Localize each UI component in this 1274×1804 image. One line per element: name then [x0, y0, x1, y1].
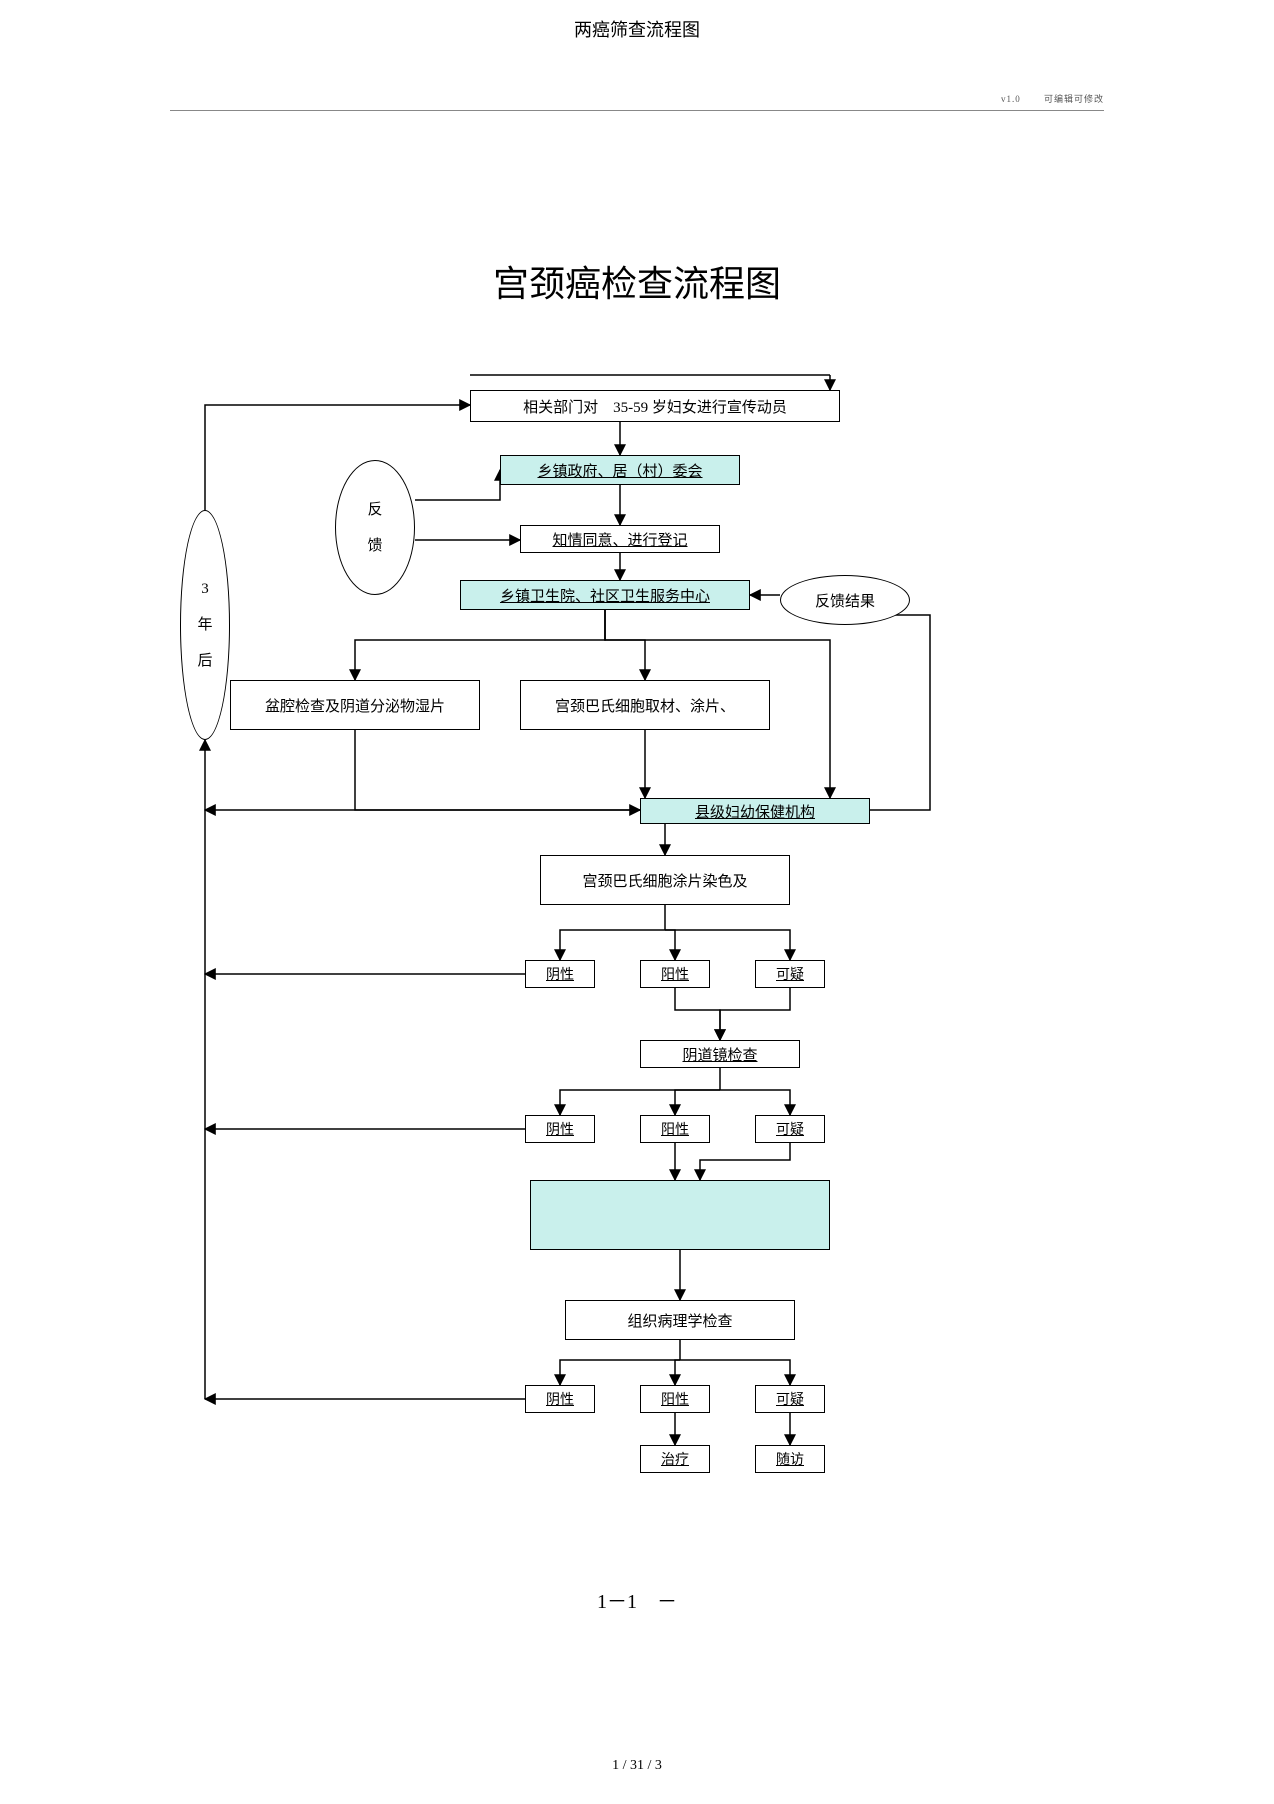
node-h1: 阴性: [525, 960, 595, 988]
ellipse-cycle-3-years: 3年后: [180, 510, 230, 740]
edge-split2-j3: [720, 1090, 790, 1115]
edge-split1-h2: [665, 930, 675, 960]
node-l: 组织病理学检查: [565, 1300, 795, 1340]
node-j2: 阳性: [640, 1115, 710, 1143]
micro-header: v1.0 可编辑可修改: [981, 92, 1104, 105]
node-j1: 阴性: [525, 1115, 595, 1143]
edge-h3-i: [720, 988, 790, 1040]
edge-f-result: [870, 615, 930, 810]
node-b: 乡镇政府、居（村）委会: [500, 455, 740, 485]
edge-split3-m1: [560, 1360, 680, 1385]
main-title: 宫颈癌检查流程图: [0, 255, 1274, 307]
edge-split2-j1: [560, 1090, 720, 1115]
edge-j3-k: [700, 1143, 790, 1180]
edge-split3-m3: [680, 1360, 790, 1385]
edge-d-branch_r: [605, 610, 830, 680]
edge-d-e2: [605, 610, 645, 680]
version-label: v1.0: [1001, 94, 1021, 104]
edge-e1-f: [355, 730, 640, 810]
edge-cycle_top-a_left: [205, 405, 470, 510]
edge-split1-h3: [665, 930, 790, 960]
node-g: 宫颈巴氏细胞涂片染色及: [540, 855, 790, 905]
ellipse-feedback: 反馈: [335, 460, 415, 595]
doc-header: 两癌筛查流程图: [0, 16, 1274, 42]
node-m1: 阴性: [525, 1385, 595, 1413]
node-m2: 阳性: [640, 1385, 710, 1413]
node-i: 阴道镜检查: [640, 1040, 800, 1068]
ellipse-feedback-result: 反馈结果: [780, 575, 910, 625]
node-e2: 宫颈巴氏细胞取材、涂片、: [520, 680, 770, 730]
edge-feedback-b: [415, 470, 500, 500]
header-rule: [170, 110, 1104, 111]
edge-d-e1: [355, 610, 605, 680]
node-e1: 盆腔检查及阴道分泌物湿片: [230, 680, 480, 730]
node-c: 知情同意、进行登记: [520, 525, 720, 553]
node-k: [530, 1180, 830, 1250]
node-m3: 可疑: [755, 1385, 825, 1413]
page-number: 1－1 －: [0, 1585, 1274, 1614]
node-h2: 阳性: [640, 960, 710, 988]
node-j3: 可疑: [755, 1115, 825, 1143]
node-a: 相关部门对 35-59 岁妇女进行宣传动员: [470, 390, 840, 422]
node-n1: 治疗: [640, 1445, 710, 1473]
edge-split2-j2: [675, 1090, 720, 1115]
node-n2: 随访: [755, 1445, 825, 1473]
edge-split1-h1: [560, 930, 665, 960]
edge-split3-m2: [675, 1360, 680, 1385]
editable-note: 可编辑可修改: [1044, 94, 1104, 104]
page: 两癌筛查流程图 v1.0 可编辑可修改 宫颈癌检查流程图 3年后 反馈 反馈结果…: [0, 0, 1274, 1804]
node-h3: 可疑: [755, 960, 825, 988]
node-f: 县级妇幼保健机构: [640, 798, 870, 824]
node-d: 乡镇卫生院、社区卫生服务中心: [460, 580, 750, 610]
footer-number: 1 / 31 / 3: [0, 1758, 1274, 1774]
edge-h2-i: [675, 988, 720, 1040]
